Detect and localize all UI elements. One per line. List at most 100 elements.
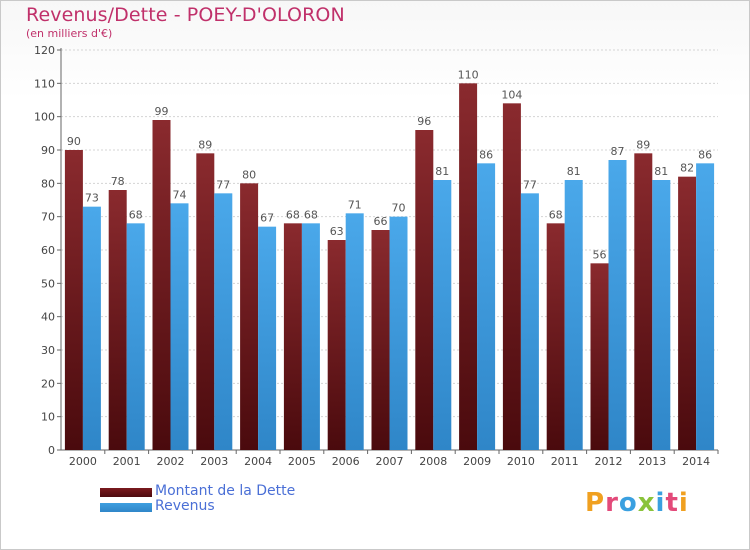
data-label-debt: 90 [67,135,81,148]
bar-debt [590,263,609,450]
y-tick-label: 100 [34,111,55,124]
bar-debt [64,150,83,450]
bar-debt [634,153,653,451]
data-label-revenue: 73 [85,192,99,205]
bar-debt [415,130,434,450]
bar-debt [546,223,565,450]
logo-letter: t [665,488,679,518]
legend-swatch-debt [100,488,152,497]
x-tick-label: 2013 [638,455,666,468]
data-label-revenue: 70 [392,202,406,215]
bar-debt [196,153,215,451]
data-label-debt: 56 [593,248,607,261]
bar-debt [327,240,346,450]
data-label-debt: 63 [330,225,344,238]
data-label-debt: 66 [374,215,388,228]
bar-revenue [652,180,671,450]
y-tick-label: 10 [41,411,55,424]
y-tick-label: 110 [34,77,55,90]
bar-revenue [345,213,364,450]
logo-letter: r [605,488,619,518]
bar-revenue [564,180,583,450]
data-label-revenue: 81 [435,165,449,178]
data-label-debt: 82 [680,162,694,175]
data-label-revenue: 77 [523,178,537,191]
chart-subtitle: (en milliers d'€) [26,27,113,40]
data-label-debt: 78 [111,175,125,188]
y-tick-label: 0 [48,444,55,457]
data-label-revenue: 86 [698,148,712,161]
bar-revenue [82,206,101,450]
data-label-debt: 99 [155,105,169,118]
x-tick-label: 2004 [244,455,272,468]
legend-label-debt: Montant de la Dette [155,483,296,499]
x-tick-label: 2011 [551,455,579,468]
x-tick-label: 2001 [113,455,141,468]
x-tick-label: 2012 [595,455,623,468]
data-label-debt: 96 [417,115,431,128]
y-tick-label: 120 [34,44,55,57]
x-tick-label: 2003 [200,455,228,468]
bar-debt [108,190,127,450]
x-tick-label: 2009 [463,455,491,468]
legend-swatch-revenue [100,503,152,512]
y-tick-label: 20 [41,377,55,390]
x-tick-label: 2002 [157,455,185,468]
bar-revenue [389,216,408,450]
logo-letter: x [637,488,656,518]
bar-debt [678,176,697,450]
data-label-debt: 110 [458,68,479,81]
bar-debt [371,230,390,450]
data-label-debt: 68 [549,208,563,221]
y-tick-label: 60 [41,244,55,257]
data-label-debt: 89 [198,138,212,151]
data-label-revenue: 68 [129,208,143,221]
x-tick-label: 2005 [288,455,316,468]
data-label-revenue: 81 [654,165,668,178]
data-label-revenue: 71 [348,198,362,211]
bar-revenue [170,203,189,450]
proxiti-logo: Proxiti [585,488,689,518]
y-tick-label: 30 [41,344,55,357]
data-label-revenue: 74 [173,188,187,201]
x-tick-label: 2000 [69,455,97,468]
bar-revenue [214,193,233,451]
data-label-revenue: 68 [304,208,318,221]
x-tick-label: 2007 [376,455,404,468]
y-tick-label: 90 [41,144,55,157]
bar-debt [152,120,171,450]
bar-debt [240,183,259,451]
data-label-revenue: 77 [216,178,230,191]
bar-revenue [301,223,320,450]
data-label-debt: 104 [501,88,522,101]
data-label-revenue: 67 [260,212,274,225]
legend-label-revenue: Revenus [155,498,215,514]
x-tick-label: 2006 [332,455,360,468]
logo-letter: i [678,488,689,518]
bar-revenue [520,193,539,451]
y-tick-label: 40 [41,311,55,324]
logo-letter: P [585,488,606,518]
x-tick-label: 2008 [419,455,447,468]
bar-revenue [126,223,145,450]
logo-letter: o [618,488,638,518]
y-tick-label: 80 [41,177,55,190]
bar-revenue [258,226,277,450]
data-label-debt: 68 [286,208,300,221]
data-label-revenue: 87 [611,145,625,158]
data-label-revenue: 81 [567,165,581,178]
x-tick-label: 2010 [507,455,535,468]
x-tick-label: 2014 [682,455,710,468]
data-label-debt: 80 [242,168,256,181]
bar-revenue [696,163,715,451]
bar-debt [283,223,302,450]
y-tick-label: 50 [41,277,55,290]
bar-revenue [477,163,496,451]
bar-revenue [608,160,627,450]
logo-letter: i [655,488,666,518]
data-label-revenue: 86 [479,148,493,161]
data-label-debt: 89 [636,138,650,151]
chart-title: Revenus/Dette - POEY-D'OLORON [26,4,345,26]
y-tick-label: 70 [41,211,55,224]
